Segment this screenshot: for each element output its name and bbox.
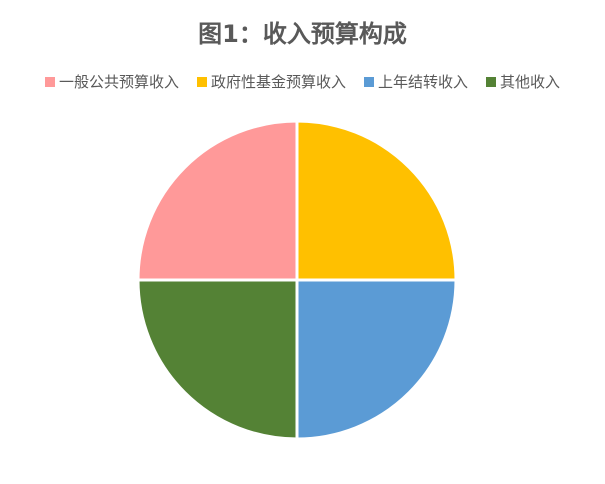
legend-label: 一般公共预算收入 (58, 73, 179, 91)
legend-item: 政府性基金预算收入 (196, 71, 346, 92)
legend-item: 其他收入 (486, 71, 560, 92)
legend-swatch (364, 76, 374, 87)
legend-label: 政府性基金预算收入 (210, 73, 346, 91)
pie-slice (295, 278, 458, 441)
legend-label: 上年结转收入 (378, 73, 469, 91)
pie-slice (136, 278, 299, 441)
legend-swatch (44, 76, 55, 87)
chart-title: 图1：收入预算构成 (198, 20, 407, 48)
legend-item: 一般公共预算收入 (44, 71, 179, 92)
legend-label: 其他收入 (500, 73, 561, 91)
pie-slice (295, 119, 458, 282)
legend: 一般公共预算收入 政府性基金预算收入 上年结转收入 其他收入 (0, 71, 605, 92)
legend-item: 上年结转收入 (364, 71, 468, 92)
legend-swatch (196, 76, 207, 87)
pie-slice (136, 119, 299, 282)
legend-swatch (486, 76, 497, 87)
